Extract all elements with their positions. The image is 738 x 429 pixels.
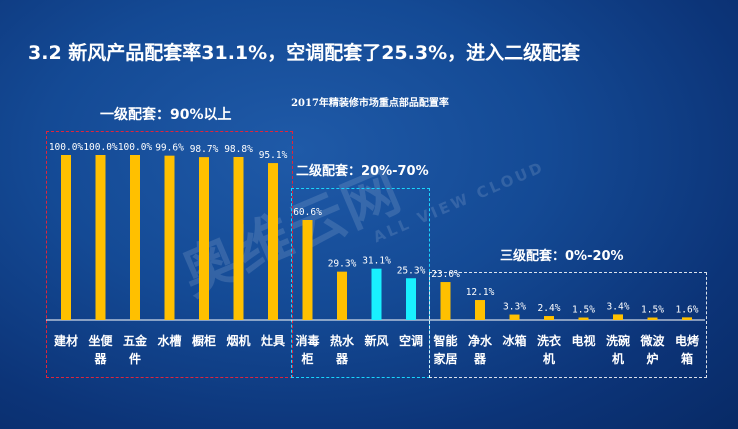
category-label: 洗衣机 <box>537 333 561 366</box>
tier1-label: 一级配套：90%以上 <box>100 107 232 123</box>
data-label: 31.1% <box>362 256 391 267</box>
category-label: 智能家居 <box>432 333 457 366</box>
category-label: 洗碗机 <box>606 333 630 366</box>
category-label: 净水器 <box>468 333 493 366</box>
data-label: 29.3% <box>328 259 357 270</box>
category-label: 建材 <box>53 333 78 348</box>
data-label: 3.3% <box>503 302 526 313</box>
bar <box>509 314 520 320</box>
data-label: 100.0% <box>118 142 153 153</box>
category-label: 热水器 <box>330 333 355 366</box>
data-label: 3.4% <box>607 301 630 312</box>
category-label: 消毒柜 <box>295 333 319 366</box>
bar <box>199 157 209 320</box>
category-label: 橱柜 <box>192 333 216 348</box>
bar <box>578 317 589 320</box>
category-label: 电烤箱 <box>675 333 699 366</box>
bar <box>613 314 623 320</box>
data-label: 25.3% <box>397 265 426 276</box>
data-label: 1.6% <box>676 304 699 315</box>
slide-title: 3.2 新风产品配套率31.1%，空调配套了25.3%，进入二级配套 <box>28 42 581 64</box>
data-label: 1.5% <box>641 305 664 316</box>
bar <box>268 163 278 320</box>
data-label: 23.0% <box>431 269 460 280</box>
data-label: 98.7% <box>190 144 219 155</box>
bar <box>544 316 554 320</box>
bar <box>475 300 485 320</box>
data-label: 2.4% <box>538 303 561 314</box>
bar <box>130 155 140 320</box>
data-label: 95.1% <box>259 150 288 161</box>
bar <box>164 155 175 320</box>
bar <box>302 220 313 320</box>
category-label: 灶具 <box>261 333 285 348</box>
category-label: 微波炉 <box>639 333 665 366</box>
category-label: 空调 <box>399 333 423 348</box>
data-label: 99.6% <box>155 143 184 154</box>
data-label: 100.0% <box>49 142 84 153</box>
tier2-label: 二级配套：20%-70% <box>296 164 429 179</box>
bar <box>95 155 106 320</box>
data-label: 100.0% <box>83 142 118 153</box>
data-label: 98.8% <box>224 144 253 155</box>
bar <box>371 268 382 320</box>
data-label: 1.5% <box>572 305 595 316</box>
tier3-label: 三级配套：0%-20% <box>500 249 624 264</box>
category-label: 电视 <box>571 333 595 348</box>
category-label: 水槽 <box>157 333 181 348</box>
chart-title: 2017年精装修市场重点部品配置率 <box>291 98 449 109</box>
bar <box>682 317 692 320</box>
bar <box>406 278 416 320</box>
category-label: 新风 <box>364 333 388 348</box>
data-label: 12.1% <box>466 287 495 298</box>
category-label: 烟机 <box>226 333 250 348</box>
bar <box>61 155 71 320</box>
bar <box>233 156 244 320</box>
bar <box>647 317 658 320</box>
bar <box>337 271 347 320</box>
category-label: 五金件 <box>123 333 148 366</box>
category-label: 坐便器 <box>88 333 113 366</box>
bar <box>440 282 451 320</box>
category-label: 冰箱 <box>502 333 526 348</box>
data-label: 60.6% <box>293 207 322 218</box>
